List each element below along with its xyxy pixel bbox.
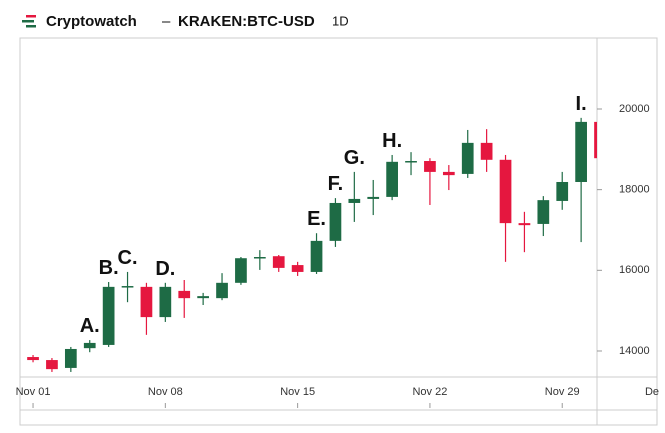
x-tick-label: Nov 08 [148, 386, 183, 398]
x-tick-label: Nov 01 [16, 386, 51, 398]
candle-body [216, 282, 228, 299]
candle-body [140, 286, 153, 318]
y-tick-label: 14000 [619, 345, 650, 357]
candle-body [386, 161, 398, 197]
candle-body [235, 258, 247, 283]
x-tick-label: De [645, 386, 659, 398]
candle-body [367, 196, 380, 199]
symbol: KRAKEN:BTC-USD [178, 13, 315, 30]
y-tick-label: 20000 [619, 103, 650, 115]
candle-body [8, 358, 20, 366]
annotation: E. [307, 208, 326, 230]
frame [19, 37, 658, 426]
candle-body [64, 348, 77, 368]
annotation: B. [99, 257, 119, 279]
candle-body [253, 257, 266, 259]
candle-body [537, 200, 550, 224]
x-tick-label: Nov 22 [412, 386, 447, 398]
x-tick-label: Nov 15 [280, 386, 315, 398]
candle-body [329, 202, 342, 241]
candle-body [27, 357, 39, 361]
candle-body [272, 256, 285, 268]
candle-body [461, 142, 474, 174]
candle-body [46, 360, 58, 370]
y-tick-label: 16000 [619, 264, 650, 276]
annotation: D. [155, 258, 175, 280]
candle-body [83, 342, 96, 349]
separator: – [162, 13, 171, 30]
candle-body [291, 265, 304, 272]
candle-body [499, 159, 512, 224]
candle-body [442, 171, 455, 176]
annotation: F. [328, 173, 344, 195]
candle-body [178, 290, 191, 299]
annotation: I. [576, 93, 587, 115]
annotation: A. [80, 315, 100, 337]
candle-body [348, 198, 361, 203]
brand: Cryptowatch [46, 13, 137, 30]
candle-body [121, 286, 134, 288]
interval: 1D [332, 13, 349, 28]
candle-body [594, 121, 597, 159]
annotation: H. [382, 130, 402, 152]
y-tick-label: 18000 [619, 184, 650, 196]
plot-area [8, 117, 597, 372]
candle-body [310, 240, 323, 272]
annotation: C. [118, 247, 138, 269]
candle-body [102, 286, 115, 345]
x-tick-label: Nov 29 [545, 386, 580, 398]
candle-body [556, 181, 569, 201]
candle-body [424, 161, 436, 172]
candle-body [480, 142, 493, 160]
candle-body [197, 296, 209, 299]
candle-body [405, 161, 417, 163]
candle-body [518, 223, 531, 226]
annotation: G. [344, 147, 365, 169]
logo [22, 15, 36, 28]
candle-body [159, 286, 172, 318]
candle-body [575, 121, 587, 182]
